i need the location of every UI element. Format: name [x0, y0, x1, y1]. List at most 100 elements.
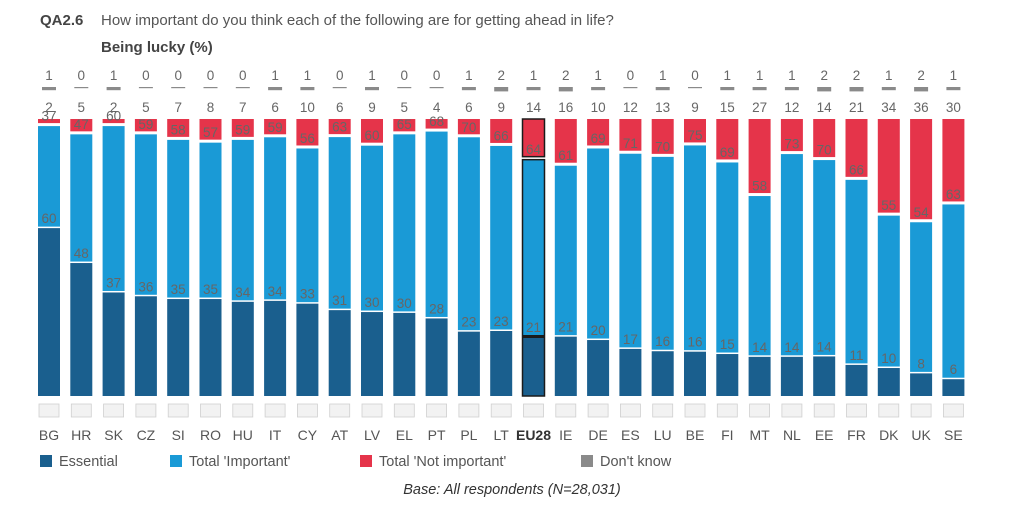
label-essential-lu: 16: [655, 334, 670, 349]
label-not-important-ro: 8: [207, 100, 215, 115]
bar-essential-es: [619, 348, 642, 396]
label-dont-know-pl: 1: [465, 68, 473, 83]
bar-not-important-uk: [910, 119, 933, 220]
bar-important-sk: [102, 126, 125, 291]
label-essential-fr: 11: [849, 348, 863, 363]
bar-not-important-sk: [102, 119, 125, 124]
label-not-important-se: 30: [946, 100, 961, 115]
bar-essential-fr: [845, 364, 868, 396]
label-important-sk: 60: [106, 109, 121, 124]
label-dont-know-ro: 0: [207, 68, 215, 83]
bar-important-bg: [38, 126, 60, 227]
label-dont-know-se: 1: [950, 68, 958, 83]
question-code: QA2.6: [40, 12, 83, 29]
bar-not-important-mt: [748, 119, 771, 194]
label-not-important-eu28: 14: [526, 100, 542, 115]
bar-important-se: [942, 204, 965, 378]
bar-dont-know-uk: [914, 87, 929, 92]
label-essential-de: 20: [591, 323, 606, 338]
bar-essential-dk: [877, 368, 900, 396]
bar-dont-know-fr: [849, 87, 864, 92]
bar-dont-know-lv: [365, 87, 379, 91]
bar-essential-hr: [70, 263, 93, 396]
bar-important-fi: [716, 162, 739, 353]
label-dont-know-mt: 1: [756, 68, 764, 83]
label-important-el: 65: [397, 117, 412, 132]
bar-essential-sk: [102, 292, 125, 396]
label-important-mt: 58: [752, 179, 767, 194]
label-dont-know-pt: 0: [433, 68, 441, 83]
flag-lv: [361, 403, 383, 418]
bar-not-important-lv: [361, 119, 383, 143]
label-not-important-lv: 9: [368, 100, 376, 115]
label-important-at: 63: [332, 120, 347, 135]
label-important-fi: 69: [720, 145, 735, 160]
flag-si: [167, 403, 189, 418]
bar-dont-know-hu: [235, 87, 250, 89]
label-important-lu: 70: [655, 139, 670, 154]
legend-swatch-not-important: [360, 455, 372, 467]
label-essential-hu: 34: [235, 285, 251, 300]
flag-fi: [716, 403, 738, 418]
label-not-important-hr: 5: [78, 100, 86, 115]
label-dont-know-at: 0: [336, 68, 344, 83]
bar-important-nl: [780, 154, 803, 356]
bar-important-pt: [425, 131, 448, 317]
bar-essential-pt: [425, 318, 448, 396]
label-essential-hr: 48: [74, 246, 89, 261]
bar-not-important-de: [587, 119, 610, 146]
bar-not-important-el: [393, 119, 416, 132]
label-important-lv: 60: [364, 128, 379, 143]
x-tick-ro: RO: [200, 427, 221, 443]
label-not-important-mt: 27: [752, 100, 767, 115]
x-tick-it: IT: [269, 427, 282, 443]
label-dont-know-nl: 1: [788, 68, 796, 83]
bar-essential-at: [328, 310, 351, 396]
label-not-important-pt: 4: [433, 100, 441, 115]
bar-important-at: [328, 137, 351, 309]
bar-important-ee: [813, 160, 836, 355]
label-dont-know-sk: 1: [110, 68, 118, 83]
legend-label-important: Total 'Important': [189, 454, 291, 470]
label-important-cz: 59: [138, 117, 153, 132]
bar-important-si: [167, 139, 190, 298]
bar-essential-lt: [490, 330, 513, 396]
bar-dont-know-it: [268, 87, 283, 91]
label-dont-know-el: 0: [401, 68, 409, 83]
label-dont-know-lu: 1: [659, 68, 667, 83]
bar-not-important-be: [684, 119, 706, 143]
bar-essential-ie: [554, 336, 577, 396]
chart-title: How important do you think each of the f…: [101, 12, 614, 29]
bar-dont-know-se: [946, 87, 961, 91]
x-tick-be: BE: [686, 427, 705, 443]
x-tick-nl: NL: [783, 427, 801, 443]
x-tick-cy: CY: [298, 427, 318, 443]
bar-essential-lu: [651, 351, 674, 396]
bar-important-hr: [70, 134, 93, 262]
label-dont-know-es: 0: [627, 68, 635, 83]
bar-not-important-hu: [231, 119, 254, 137]
bar-not-important-se: [942, 119, 965, 202]
label-essential-cz: 36: [138, 279, 153, 294]
flag-hr: [70, 403, 92, 418]
bar-not-important-pl: [457, 119, 480, 135]
bar-important-lu: [651, 156, 674, 350]
bar-essential-be: [684, 351, 706, 396]
label-important-uk: 54: [914, 205, 930, 220]
bar-essential-it: [264, 300, 287, 396]
label-dont-know-cy: 1: [304, 68, 312, 83]
bar-essential-mt: [748, 356, 771, 396]
label-dont-know-de: 1: [594, 68, 602, 83]
x-tick-si: SI: [172, 427, 185, 443]
bar-dont-know-hr: [74, 87, 89, 89]
label-important-es: 71: [623, 136, 638, 151]
label-important-lt: 66: [494, 128, 509, 143]
label-important-eu28: 64: [526, 142, 542, 157]
label-important-ie: 61: [558, 148, 573, 163]
x-tick-dk: DK: [879, 427, 899, 443]
x-tick-el: EL: [396, 427, 413, 443]
x-tick-lt: LT: [494, 427, 510, 443]
bar-important-mt: [748, 196, 771, 356]
bar-essential-nl: [780, 356, 803, 396]
flag-de: [587, 403, 609, 418]
